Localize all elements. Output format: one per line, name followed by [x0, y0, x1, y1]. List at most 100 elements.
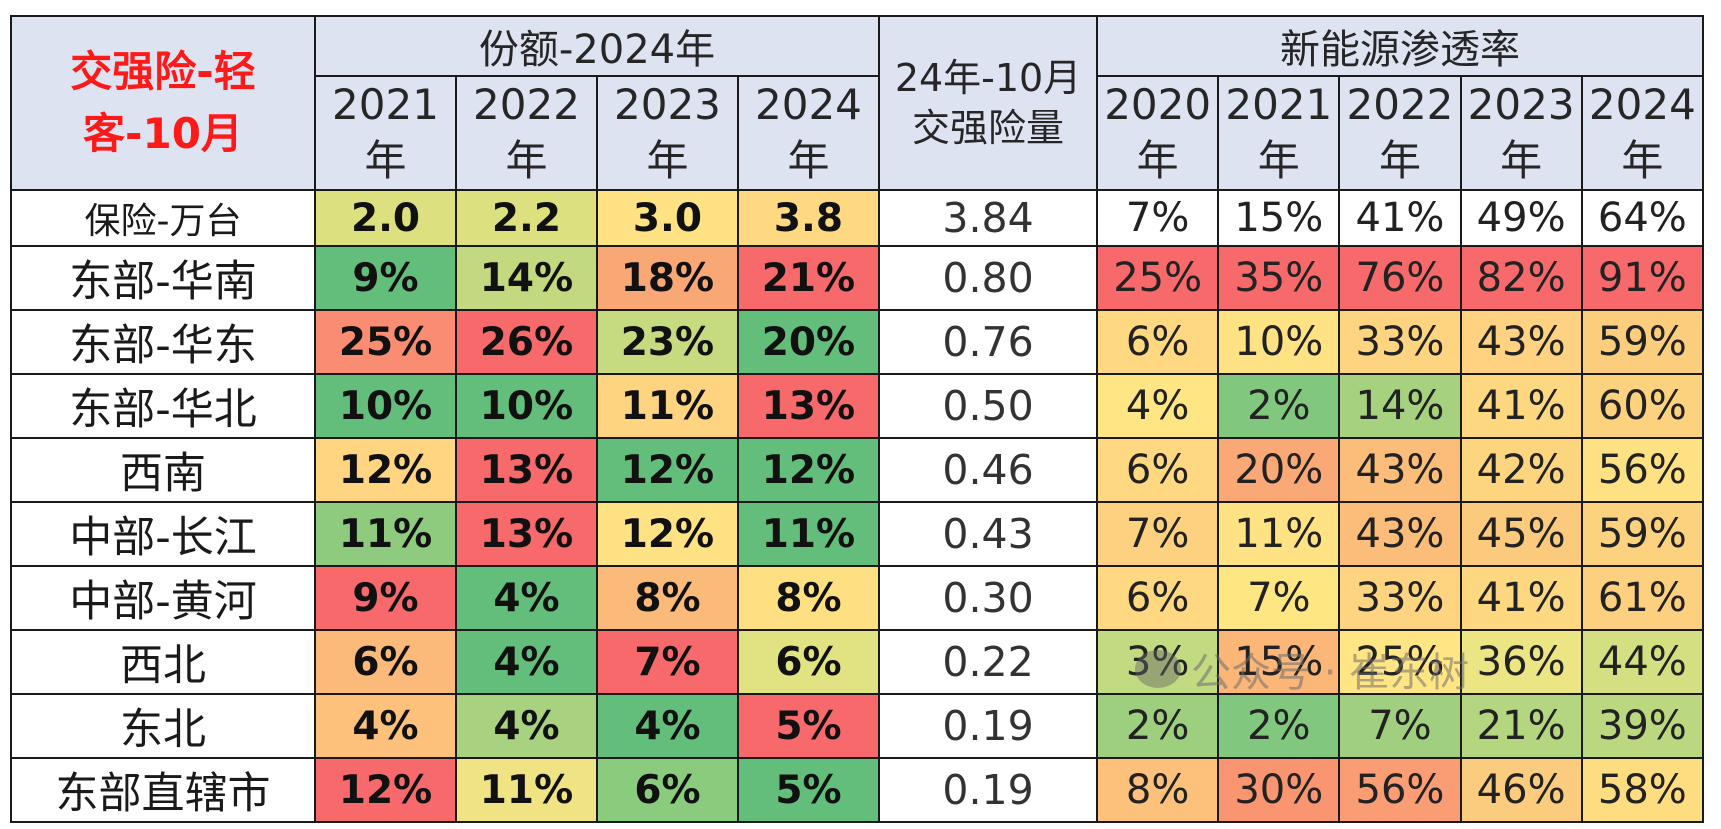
- share-cell: 11%: [595, 373, 739, 439]
- table-row: 东部直辖市 12% 11% 6% 5% 0.19 8% 30% 56% 46% 58%: [10, 757, 1705, 823]
- penetration-cell: 6%: [1096, 437, 1220, 503]
- row-label: 东部-华东: [10, 309, 316, 375]
- share-cell: 3.8: [736, 189, 880, 247]
- penetration-cell: 7%: [1338, 693, 1462, 759]
- share-cell: 7%: [595, 629, 739, 695]
- row-label: 保险-万台: [10, 189, 316, 247]
- penetration-cell: 15%: [1217, 629, 1341, 695]
- share-cell: 23%: [595, 309, 739, 375]
- penetration-cell: 30%: [1217, 757, 1341, 823]
- pen-year-header: 2024年: [1580, 75, 1705, 191]
- table-row: 中部-长江 11% 13% 12% 11% 0.43 7% 11% 43% 45% 59%: [10, 501, 1705, 567]
- table-body: 保险-万台 2.0 2.2 3.0 3.8 3.84 7% 15% 41% 49% 64% 东部-华南…: [10, 189, 1705, 823]
- share-cell: 12%: [314, 757, 457, 823]
- share-cell: 21%: [736, 245, 880, 311]
- table-row: 西北 6% 4% 7% 6% 0.22 3% 15% 25% 36% 44%: [10, 629, 1705, 695]
- table-row: 西南 12% 13% 12% 12% 0.46 6% 20% 43% 42% 56%: [10, 437, 1705, 503]
- share-cell: 4%: [454, 629, 598, 695]
- share-group-header: 份额-2024年: [314, 15, 880, 77]
- penetration-cell: 10%: [1217, 309, 1341, 375]
- volume-cell: 0.19: [877, 693, 1099, 759]
- penetration-cell: 43%: [1338, 437, 1462, 503]
- share-cell: 6%: [314, 629, 457, 695]
- penetration-cell: 82%: [1459, 245, 1583, 311]
- penetration-cell: 15%: [1217, 189, 1341, 247]
- penetration-cell: 21%: [1459, 693, 1583, 759]
- pen-year-header: 2023年: [1459, 75, 1583, 191]
- penetration-cell: 43%: [1459, 309, 1583, 375]
- penetration-cell: 6%: [1096, 309, 1220, 375]
- penetration-cell: 14%: [1338, 373, 1462, 439]
- pen-year-header: 2020年: [1096, 75, 1220, 191]
- share-cell: 4%: [314, 693, 457, 759]
- penetration-cell: 44%: [1580, 629, 1705, 695]
- share-year-header: 2023年: [595, 75, 739, 191]
- row-label: 中部-长江: [10, 501, 316, 567]
- penetration-cell: 2%: [1096, 693, 1220, 759]
- penetration-cell: 41%: [1459, 565, 1583, 631]
- share-cell: 18%: [595, 245, 739, 311]
- penetration-cell: 58%: [1580, 757, 1705, 823]
- penetration-cell: 56%: [1338, 757, 1462, 823]
- table-row: 东部-华南 9% 14% 18% 21% 0.80 25% 35% 76% 82% 91%: [10, 245, 1705, 311]
- penetration-cell: 45%: [1459, 501, 1583, 567]
- share-cell: 12%: [736, 437, 880, 503]
- penetration-cell: 41%: [1338, 189, 1462, 247]
- volume-cell: 0.19: [877, 757, 1099, 823]
- share-cell: 10%: [454, 373, 598, 439]
- share-cell: 4%: [595, 693, 739, 759]
- penetration-cell: 33%: [1338, 309, 1462, 375]
- share-cell: 2.0: [314, 189, 457, 247]
- row-label: 西北: [10, 629, 316, 695]
- table-title: 交强险-轻客-10月: [10, 15, 316, 191]
- row-label: 中部-黄河: [10, 565, 316, 631]
- volume-cell: 0.43: [877, 501, 1099, 567]
- share-cell: 9%: [314, 565, 457, 631]
- penetration-cell: 56%: [1580, 437, 1705, 503]
- share-cell: 12%: [595, 501, 739, 567]
- share-penetration-table: 交强险-轻客-10月 份额-2024年 24年-10月交强险量 新能源渗透率 2…: [10, 15, 1705, 823]
- penetration-cell: 43%: [1338, 501, 1462, 567]
- penetration-group-header: 新能源渗透率: [1096, 15, 1704, 77]
- share-cell: 12%: [595, 437, 739, 503]
- share-cell: 2.2: [454, 189, 598, 247]
- share-cell: 6%: [595, 757, 739, 823]
- row-label: 东北: [10, 693, 316, 759]
- share-cell: 13%: [736, 373, 880, 439]
- share-cell: 25%: [314, 309, 457, 375]
- penetration-cell: 7%: [1096, 189, 1220, 247]
- share-cell: 13%: [454, 437, 598, 503]
- penetration-cell: 11%: [1217, 501, 1341, 567]
- penetration-cell: 36%: [1459, 629, 1583, 695]
- share-cell: 5%: [736, 757, 880, 823]
- penetration-cell: 7%: [1096, 501, 1220, 567]
- pen-year-header: 2021年: [1217, 75, 1341, 191]
- row-label: 东部直辖市: [10, 757, 316, 823]
- share-cell: 14%: [454, 245, 598, 311]
- penetration-cell: 41%: [1459, 373, 1583, 439]
- share-year-header: 2022年: [454, 75, 598, 191]
- share-year-header: 2021年: [314, 75, 457, 191]
- table-row: 东部-华北 10% 10% 11% 13% 0.50 4% 2% 14% 41% 60%: [10, 373, 1705, 439]
- penetration-cell: 39%: [1580, 693, 1705, 759]
- table-row: 中部-黄河 9% 4% 8% 8% 0.30 6% 7% 33% 41% 61%: [10, 565, 1705, 631]
- share-cell: 20%: [736, 309, 880, 375]
- penetration-cell: 33%: [1338, 565, 1462, 631]
- table-row: 保险-万台 2.0 2.2 3.0 3.8 3.84 7% 15% 41% 49% 64%: [10, 189, 1705, 247]
- share-cell: 11%: [736, 501, 880, 567]
- penetration-cell: 59%: [1580, 501, 1705, 567]
- penetration-cell: 59%: [1580, 309, 1705, 375]
- penetration-cell: 6%: [1096, 565, 1220, 631]
- share-cell: 26%: [454, 309, 598, 375]
- share-cell: 4%: [454, 693, 598, 759]
- volume-cell: 0.76: [877, 309, 1099, 375]
- share-cell: 8%: [595, 565, 739, 631]
- table-row: 东部-华东 25% 26% 23% 20% 0.76 6% 10% 33% 43% 59%: [10, 309, 1705, 375]
- share-cell: 9%: [314, 245, 457, 311]
- penetration-cell: 42%: [1459, 437, 1583, 503]
- penetration-cell: 64%: [1580, 189, 1705, 247]
- volume-cell: 0.50: [877, 373, 1099, 439]
- share-cell: 11%: [314, 501, 457, 567]
- penetration-cell: 25%: [1096, 245, 1220, 311]
- share-cell: 10%: [314, 373, 457, 439]
